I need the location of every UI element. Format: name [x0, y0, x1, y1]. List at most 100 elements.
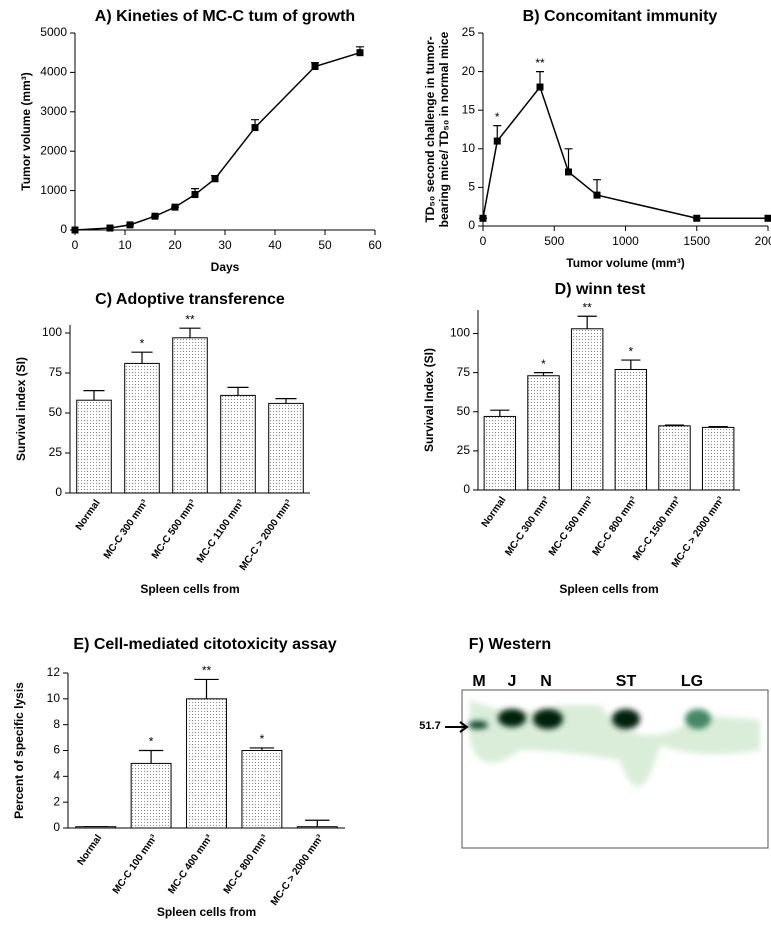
x-tick-label: 30	[218, 238, 232, 252]
x-tick-label: 500	[544, 234, 564, 248]
x-tick-label: MC-C > 2000 mm³	[238, 497, 295, 572]
significance-label: **	[202, 664, 212, 678]
data-point	[537, 84, 544, 91]
panel-title: B) Concomitant immunity	[523, 8, 718, 25]
lane-label: J	[508, 673, 517, 690]
significance-label: *	[260, 732, 265, 746]
error-bar	[305, 820, 329, 826]
bar	[269, 403, 304, 493]
x-tick-label: MC-C 100 mm³	[111, 832, 160, 896]
error-bar	[194, 679, 218, 698]
error-bar	[227, 387, 248, 395]
error-bar	[131, 352, 152, 363]
y-tick-label: 100	[450, 326, 470, 340]
bar	[77, 400, 112, 493]
y-tick-label: 1000	[40, 183, 67, 197]
bar	[125, 363, 160, 493]
data-point	[152, 213, 159, 220]
x-axis-label: Spleen cells from	[157, 905, 256, 919]
y-axis-label: Survival Index (SI)	[422, 348, 436, 452]
data-point	[72, 227, 79, 234]
error-bar	[275, 399, 296, 404]
x-tick-label: Normal	[76, 833, 105, 868]
y-tick-label: 4000	[40, 65, 67, 79]
data-point	[172, 204, 179, 211]
x-tick-label: 2000	[755, 234, 771, 248]
x-tick-label: MC-C 500 mm³	[547, 494, 596, 558]
x-tick-label: 60	[368, 238, 382, 252]
lane-label: M	[472, 673, 485, 690]
y-tick-label: 2	[53, 794, 60, 808]
y-tick-label: 50	[49, 405, 63, 419]
data-point	[212, 175, 219, 182]
y-tick-label: 4	[53, 769, 60, 783]
data-point	[357, 49, 364, 56]
y-axis-label: Percent of specific lysis	[12, 682, 26, 819]
y-axis-label: Survival index (SI)	[14, 357, 28, 461]
x-axis-label: Spleen cells from	[559, 582, 658, 596]
y-tick-label: 5	[468, 180, 475, 194]
x-axis-label: Tumor volume (mm³)	[566, 256, 684, 270]
y-tick-label: 25	[49, 445, 63, 459]
x-tick-label: Normal	[74, 498, 103, 533]
bar	[615, 369, 646, 490]
data-line	[483, 87, 768, 218]
x-tick-label: 50	[318, 238, 332, 252]
error-bar	[490, 410, 509, 416]
error-bar	[578, 316, 597, 329]
y-tick-label: 20	[462, 64, 476, 78]
bar	[659, 426, 690, 490]
error-bar	[621, 360, 640, 369]
y-tick-label: 50	[457, 404, 471, 418]
bar	[131, 763, 171, 828]
y-tick-label: 10	[462, 141, 476, 155]
y-tick-label: 75	[457, 365, 471, 379]
y-tick-label: 3000	[40, 104, 67, 118]
panel-title: A) Kineties of MC-C tum of growth	[95, 8, 355, 25]
significance-label: **	[185, 312, 195, 326]
bar	[297, 827, 337, 828]
x-tick-label: 0	[480, 234, 487, 248]
lane-label: ST	[616, 673, 637, 690]
data-point	[107, 225, 114, 232]
significance-label: *	[495, 110, 500, 124]
x-tick-label: MC-C 1500 mm³	[631, 494, 683, 562]
y-axis-label: Tumor volume (mm³)	[19, 72, 33, 190]
x-tick-label: MC-C > 2000 mm³	[269, 832, 326, 907]
y-tick-label: 15	[462, 102, 476, 116]
bar	[76, 827, 116, 828]
bar	[173, 338, 208, 493]
error-bar	[139, 751, 163, 764]
data-point	[192, 191, 199, 198]
y-tick-label: 25	[462, 25, 476, 39]
y-tick-label: 0	[55, 485, 62, 499]
panel-title: E) Cell-mediated citotoxicity assay	[73, 636, 336, 653]
y-tick-label: 10	[47, 691, 61, 705]
data-point	[565, 168, 572, 175]
bar	[484, 416, 515, 490]
error-bar	[83, 391, 104, 401]
x-tick-label: 40	[268, 238, 282, 252]
lane-label: LG	[681, 673, 703, 690]
significance-label: **	[535, 56, 545, 70]
error-bar	[179, 328, 200, 338]
bar	[528, 376, 559, 490]
panel-title: F) Western	[469, 636, 551, 653]
bar	[242, 751, 282, 829]
x-tick-label: MC-C 800 mm³	[591, 494, 640, 558]
x-tick-label: 1500	[683, 234, 710, 248]
data-point	[252, 124, 259, 131]
y-tick-label: 100	[42, 325, 62, 339]
x-tick-label: MC-C 800 mm³	[222, 832, 271, 896]
data-point	[765, 215, 771, 222]
marker-label: 51.7	[419, 720, 440, 732]
significance-label: *	[628, 344, 633, 358]
data-line	[75, 53, 360, 230]
panel-title: C) Adoptive transference	[95, 291, 285, 308]
significance-label: *	[149, 735, 154, 749]
y-tick-label: 12	[47, 665, 61, 679]
y-axis-label: TD₅₀ second challenge in tumor-	[423, 36, 437, 222]
y-tick-label: 25	[457, 443, 471, 457]
data-point	[480, 215, 487, 222]
